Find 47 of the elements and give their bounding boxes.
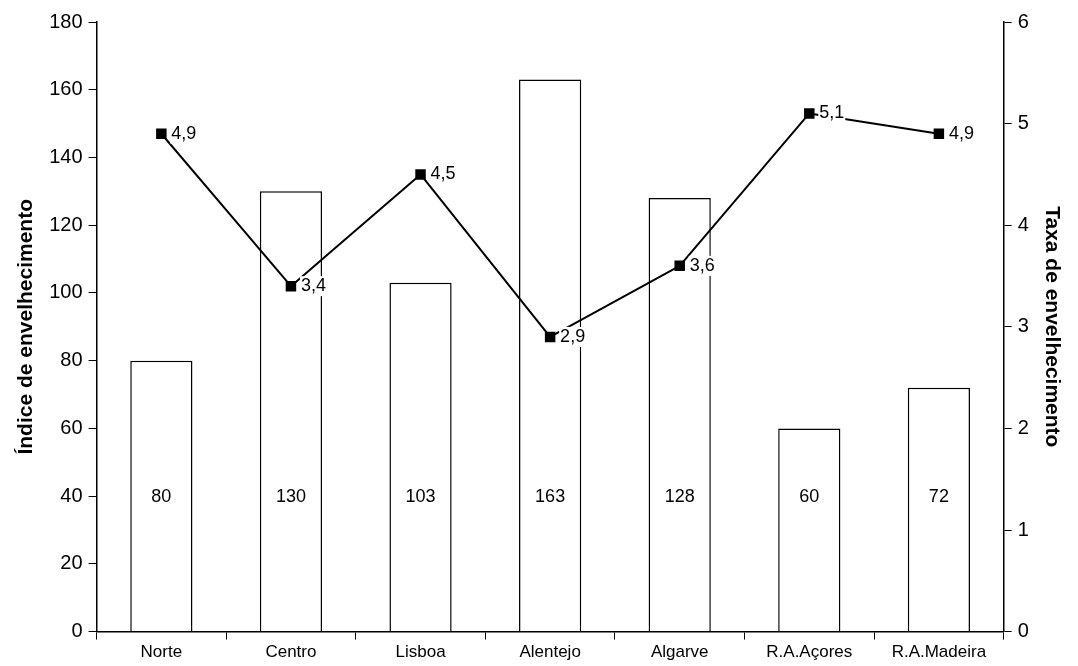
y2-tick-label: 0 [1017,619,1029,642]
y-tick-label: 80 [60,348,83,371]
x-tick-label: Centro [265,642,317,662]
y-tick-label: 180 [49,9,83,32]
data-label: 163 [535,486,566,507]
y-tick-label: 100 [49,280,83,303]
y-tick-label: 0 [71,619,83,642]
data-label: 4,9 [171,122,197,143]
y2-tick-label: 2 [1017,415,1029,438]
y2-tick-label: 3 [1017,314,1029,337]
y-tick-label: 20 [60,551,83,574]
point [285,280,297,292]
y-tick-label: 140 [49,144,83,167]
x-tick-label: R.A.Açores [766,642,853,662]
data-label: 4,9 [948,122,974,143]
data-label: 103 [405,486,436,507]
point [933,128,945,139]
data-label: 60 [799,486,820,507]
point [156,128,167,139]
y2-axis-title: Taxa de envelhecimento [1041,206,1065,448]
y-axis-title: Índice de envelhecimento [13,199,37,455]
y2-tick-label: 5 [1017,111,1029,134]
x-tick-label: Norte [140,642,183,662]
data-label: 4,5 [430,163,456,184]
data-label: 80 [151,486,172,507]
y-tick-label: 160 [49,77,83,100]
data-label: 130 [275,486,306,507]
point [415,169,426,180]
y-tick-label: 120 [49,212,83,235]
x-tick-label: Lisboa [395,642,447,662]
y-tick-label: 40 [60,483,83,506]
data-label: 5,1 [819,102,845,123]
data-label: 128 [664,486,695,507]
point [544,331,556,343]
y2-tick-label: 6 [1017,9,1029,32]
y2-tick-label: 4 [1017,212,1029,235]
x-tick-label: R.A.Madeira [891,642,987,662]
data-label: 2,9 [560,325,586,346]
x-tick-label: Algarve [650,642,709,662]
y-tick-label: 60 [60,415,83,438]
data-label: 72 [928,486,949,507]
point [674,260,685,272]
point [804,108,815,119]
data-label: 3,6 [689,254,715,275]
data-label: 3,4 [300,275,326,296]
x-tick-label: Alentejo [519,642,581,662]
y2-tick-label: 1 [1017,517,1029,540]
